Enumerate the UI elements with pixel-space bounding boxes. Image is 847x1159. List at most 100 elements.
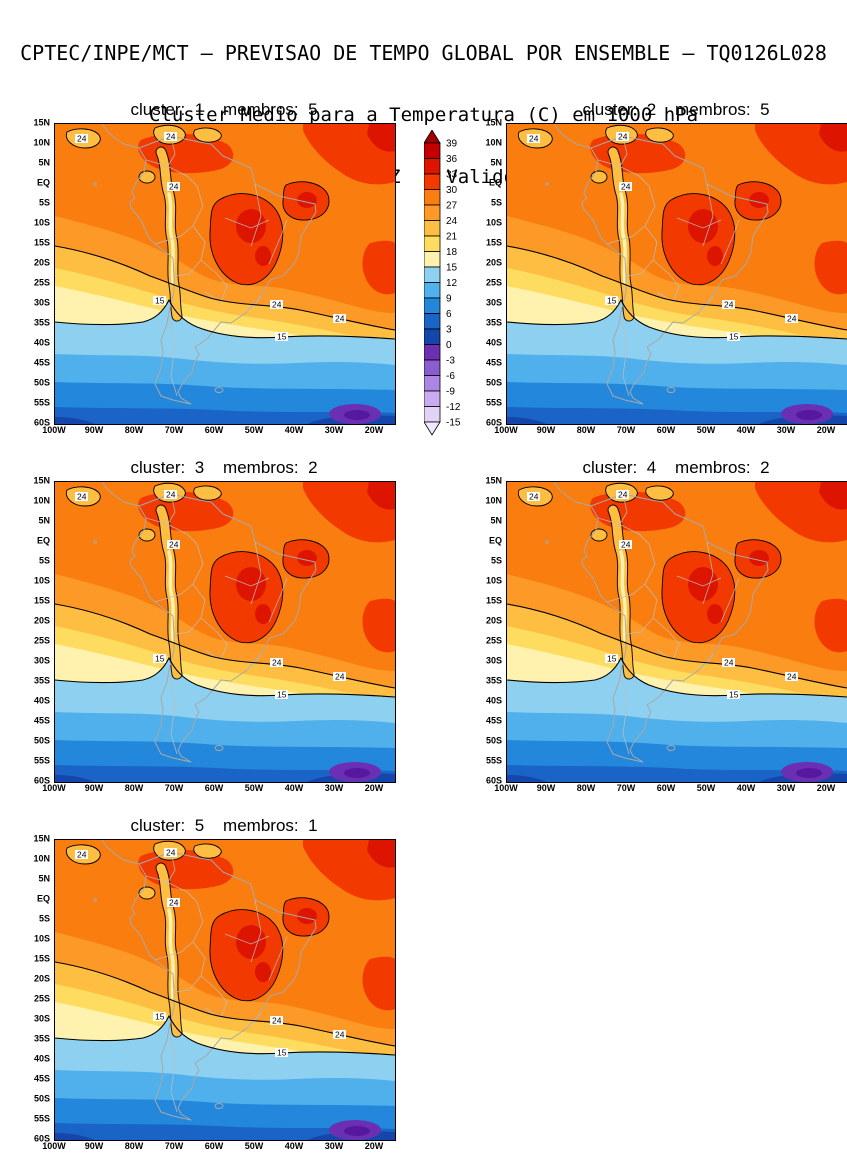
cluster-panel-2: cluster: 2 membros: 5 15N 10N 5N EQ 5S 10S 15S… xyxy=(468,100,847,443)
lon-tick-label: 60W xyxy=(204,425,224,435)
lat-tick-label: 10N xyxy=(33,853,50,864)
lat-tick-label: 35S xyxy=(33,1033,50,1044)
cluster-panel-3: cluster: 3 membros: 2 15N 10N 5N EQ 5S 10S 15S… xyxy=(16,458,416,801)
lat-tick-label: 15S xyxy=(33,595,50,606)
cluster-panel-5: cluster: 5 membros: 1 15N 10N 5N EQ 5S 10S 15S… xyxy=(16,816,416,1159)
colorbar-cell xyxy=(424,344,441,361)
lat-tick-label: 25S xyxy=(485,277,502,288)
colorbar-cell xyxy=(424,235,441,252)
lon-tick-label: 30W xyxy=(324,1141,344,1151)
panel-title: cluster: 3 membros: 2 xyxy=(130,458,318,477)
temperature-map xyxy=(54,839,396,1141)
lat-tick-label: 60S xyxy=(485,775,502,786)
lat-tick-label: 30S xyxy=(485,297,502,308)
lat-tick-label: 25S xyxy=(485,635,502,646)
lat-tick-label: 45S xyxy=(485,715,502,726)
colorbar-tick-label: -6 xyxy=(446,371,455,382)
lat-tick-label: 45S xyxy=(485,357,502,368)
lat-tick-label: 5N xyxy=(490,515,502,526)
lat-tick-label: 50S xyxy=(33,735,50,746)
lat-tick-label: 55S xyxy=(33,397,50,408)
lat-tick-label: 25S xyxy=(33,635,50,646)
colorbar-tick-label: 39 xyxy=(446,139,458,150)
colorbar-cell xyxy=(424,297,441,314)
lon-tick-label: 90W xyxy=(536,425,556,435)
lat-tick-label: 5S xyxy=(38,913,50,924)
cluster-panel-1: cluster: 1 membros: 5 15N 10N 5N EQ 5S 10S 15S… xyxy=(16,100,416,443)
latitude-axis: 15N 10N 5N EQ 5S 10S 15S 20S 25S 30S 35S 40S 45S 50S 5… xyxy=(16,476,52,785)
lat-tick-label: EQ xyxy=(36,535,50,546)
lon-tick-label: 100W xyxy=(42,783,66,793)
lat-tick-label: EQ xyxy=(488,177,502,188)
colorbar-cell xyxy=(424,266,441,283)
lon-tick-label: 60W xyxy=(656,425,676,435)
map-zone: 15N 10N 5N EQ 5S 10S 15S 20S 25S 30S 35S 40S 45S 50S 5… xyxy=(16,476,416,801)
lon-tick-label: 90W xyxy=(536,783,556,793)
longitude-axis: 100W 90W 80W 70W 60W 50W 40W 30W 20W xyxy=(42,425,394,439)
colorbar-cell xyxy=(424,359,441,376)
lat-tick-label: 45S xyxy=(33,357,50,368)
map-zone: 15N 10N 5N EQ 5S 10S 15S 20S 25S 30S 35S 40S 45S 50S 5… xyxy=(468,118,847,443)
lat-tick-label: 10N xyxy=(485,137,502,148)
lon-tick-label: 80W xyxy=(576,783,596,793)
colorbar-tick-label: 33 xyxy=(446,170,458,181)
lat-tick-label: 40S xyxy=(485,337,502,348)
lat-tick-label: 5N xyxy=(38,873,50,884)
longitude-axis: 100W 90W 80W 70W 60W 50W 40W 30W 20W xyxy=(494,425,846,439)
lat-tick-label: 15S xyxy=(485,595,502,606)
lat-tick-label: 20S xyxy=(33,973,50,984)
lat-tick-label: 35S xyxy=(485,317,502,328)
lon-tick-label: 40W xyxy=(284,1141,304,1151)
lon-tick-label: 20W xyxy=(816,425,836,435)
colorbar-cell xyxy=(424,282,441,299)
latitude-axis: 15N 10N 5N EQ 5S 10S 15S 20S 25S 30S 35S 40S 45S 50S 5… xyxy=(16,834,52,1143)
lat-tick-label: 30S xyxy=(33,297,50,308)
lon-tick-label: 100W xyxy=(494,425,518,435)
lon-tick-label: 20W xyxy=(816,783,836,793)
lat-tick-label: 40S xyxy=(33,337,50,348)
latitude-axis: 15N 10N 5N EQ 5S 10S 15S 20S 25S 30S 35S 40S 45S 50S 5… xyxy=(468,118,504,427)
figure-title: CPTEC/INPE/MCT — PREVISAO DE TEMPO GLOBA… xyxy=(20,41,827,65)
lat-tick-label: 30S xyxy=(485,655,502,666)
lat-tick-label: 20S xyxy=(485,257,502,268)
lat-tick-label: 55S xyxy=(485,755,502,766)
colorbar-tick-label: -15 xyxy=(446,418,461,429)
colorbar-tick-label: 3 xyxy=(446,325,452,336)
lat-tick-label: 60S xyxy=(33,1133,50,1144)
lat-tick-label: 5N xyxy=(490,157,502,168)
colorbar-cell xyxy=(424,251,441,268)
lat-tick-label: 50S xyxy=(485,735,502,746)
lon-tick-label: 100W xyxy=(494,783,518,793)
lat-tick-label: 40S xyxy=(485,695,502,706)
lon-tick-label: 60W xyxy=(656,783,676,793)
colorbar-cell xyxy=(424,375,441,392)
lat-tick-label: 5N xyxy=(38,515,50,526)
lat-tick-label: 5N xyxy=(38,157,50,168)
lon-tick-label: 90W xyxy=(84,425,104,435)
lon-tick-label: 90W xyxy=(84,783,104,793)
lon-tick-label: 20W xyxy=(364,783,384,793)
lon-tick-label: 40W xyxy=(736,425,756,435)
lon-tick-label: 30W xyxy=(776,783,796,793)
colorbar-tick-label: 12 xyxy=(446,278,458,289)
lon-tick-label: 20W xyxy=(364,1141,384,1151)
lat-tick-label: 20S xyxy=(485,615,502,626)
lon-tick-label: 40W xyxy=(736,783,756,793)
lat-tick-label: 5S xyxy=(490,197,502,208)
lat-tick-label: 60S xyxy=(485,417,502,428)
lat-tick-label: 20S xyxy=(33,615,50,626)
lat-tick-label: 45S xyxy=(33,715,50,726)
lon-tick-label: 100W xyxy=(42,1141,66,1151)
lat-tick-label: 15S xyxy=(33,237,50,248)
lat-tick-label: 30S xyxy=(33,655,50,666)
colorbar-tick-label: 21 xyxy=(446,232,458,243)
lon-tick-label: 40W xyxy=(284,783,304,793)
lat-tick-label: 10S xyxy=(485,217,502,228)
lat-tick-label: 25S xyxy=(33,993,50,1004)
longitude-axis: 100W 90W 80W 70W 60W 50W 40W 30W 20W xyxy=(42,1141,394,1155)
lon-tick-label: 60W xyxy=(204,783,224,793)
lon-tick-label: 70W xyxy=(164,1141,184,1151)
temperature-map xyxy=(506,481,847,783)
lon-tick-label: 50W xyxy=(696,425,716,435)
lat-tick-label: 10S xyxy=(33,575,50,586)
